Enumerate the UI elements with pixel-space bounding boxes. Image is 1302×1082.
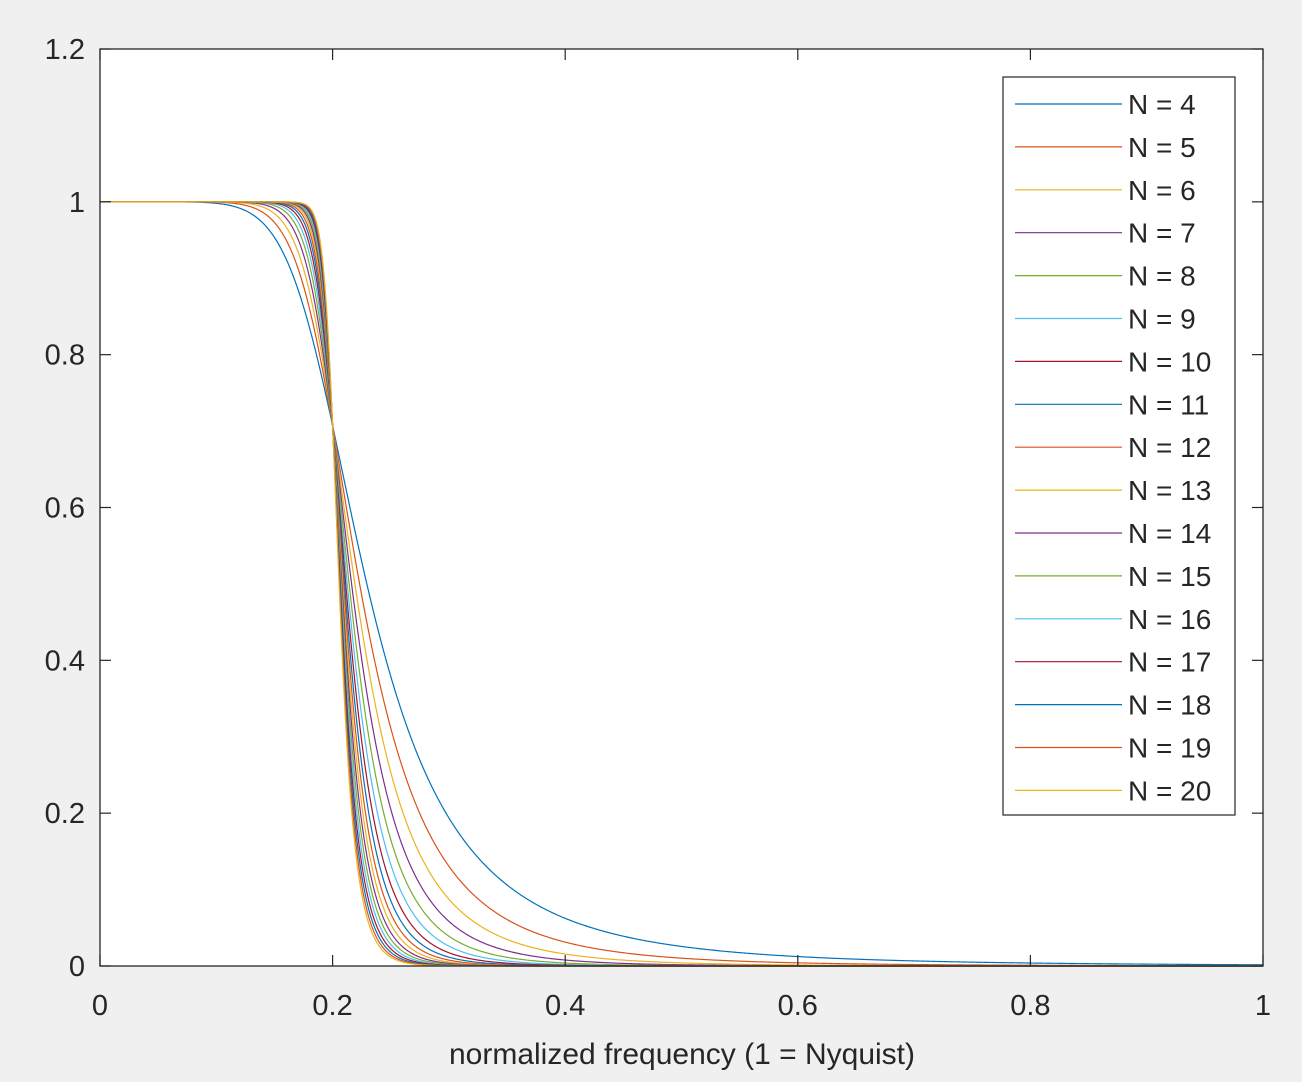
tick-layer: 0 0.2 0.4 0.6 0.8 1 0 0.2 0.4 0.6 0.8 1 1.2: [45, 34, 1271, 1022]
y-tick-label: 0.2: [45, 798, 85, 830]
legend-label: N = 20: [1128, 775, 1211, 806]
legend-label: N = 7: [1128, 218, 1196, 249]
legend-item-n10[interactable]: N = 10: [1015, 346, 1211, 377]
legend-item-n12[interactable]: N = 12: [1015, 432, 1211, 463]
legend[interactable]: N = 4 N = 5 N = 6 N = 7 N = 8 N = 9 N = 10 N = …: [1002, 76, 1236, 816]
x-tick-label: 1: [1255, 990, 1271, 1022]
legend-item-n18[interactable]: N = 18: [1015, 690, 1211, 721]
legend-item-n13[interactable]: N = 13: [1015, 475, 1211, 506]
legend-label: N = 8: [1128, 261, 1196, 292]
legend-label: N = 5: [1128, 132, 1196, 163]
y-tick-label: 1: [69, 187, 85, 219]
legend-label: N = 11: [1128, 389, 1209, 420]
legend-label: N = 4: [1128, 89, 1196, 120]
legend-box: [1002, 76, 1236, 816]
legend-item-n20[interactable]: N = 20: [1015, 775, 1211, 806]
legend-item-n15[interactable]: N = 15: [1015, 561, 1211, 592]
legend-item-n4[interactable]: N = 4: [1015, 89, 1196, 120]
legend-item-n9[interactable]: N = 9: [1015, 304, 1196, 335]
y-tick-label: 0.6: [45, 493, 85, 525]
x-tick-label: 0.4: [545, 990, 585, 1022]
legend-label: N = 18: [1128, 690, 1211, 721]
legend-item-n17[interactable]: N = 17: [1015, 647, 1211, 678]
legend-item-n7[interactable]: N = 7: [1015, 218, 1196, 249]
x-tick-label: 0: [92, 990, 108, 1022]
legend-item-n14[interactable]: N = 14: [1015, 518, 1211, 549]
series-line-n4: [100, 201, 1264, 966]
legend-label: N = 17: [1128, 647, 1211, 678]
y-tick-label: 0.4: [45, 645, 85, 677]
legend-label: N = 13: [1128, 475, 1211, 506]
legend-item-n5[interactable]: N = 5: [1015, 132, 1196, 163]
legend-label: N = 19: [1128, 733, 1211, 764]
legend-item-n8[interactable]: N = 8: [1015, 261, 1196, 292]
y-tick-label: 0: [69, 951, 85, 983]
x-axis-label: normalized frequency (1 = Nyquist): [449, 1038, 915, 1071]
x-tick-label: 0.2: [312, 990, 352, 1022]
legend-item-n11[interactable]: N = 11: [1015, 389, 1209, 420]
legend-label: N = 16: [1128, 604, 1211, 635]
legend-label: N = 12: [1128, 432, 1211, 463]
legend-label: N = 10: [1128, 346, 1211, 377]
y-tick-label: 1.2: [45, 34, 85, 66]
legend-item-n16[interactable]: N = 16: [1015, 604, 1211, 635]
legend-label: N = 14: [1128, 518, 1211, 549]
y-tick-label: 0.8: [45, 340, 85, 372]
legend-item-n6[interactable]: N = 6: [1015, 175, 1196, 206]
legend-label: N = 15: [1128, 561, 1211, 592]
legend-label: N = 9: [1128, 304, 1196, 335]
x-tick-label: 0.6: [778, 990, 818, 1022]
legend-label: N = 6: [1128, 175, 1196, 206]
legend-item-n19[interactable]: N = 19: [1015, 733, 1211, 764]
x-tick-label: 0.8: [1010, 990, 1050, 1022]
